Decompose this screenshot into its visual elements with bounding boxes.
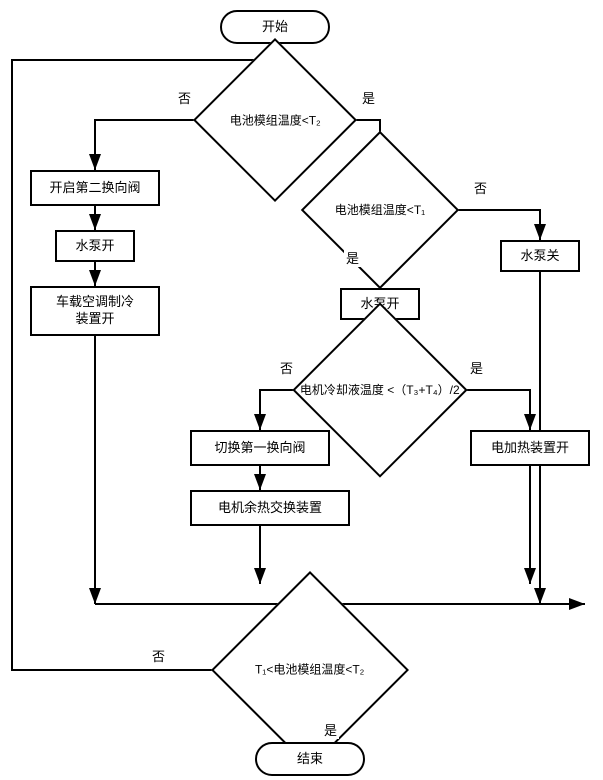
edge-label-5: 是 — [468, 358, 485, 377]
node-p_motorheat: 电机余热交换装置 — [190, 490, 350, 526]
node-d4-label: T₁<电池模组温度<T₂ — [255, 663, 364, 677]
node-p_ac_on-label: 车载空调制冷 装置开 — [56, 294, 134, 328]
edge-label-7: 是 — [322, 720, 339, 739]
node-start-label: 开始 — [262, 19, 288, 36]
node-p_ac_on: 车载空调制冷 装置开 — [30, 286, 160, 336]
node-p_switch1: 切换第一换向阀 — [190, 430, 330, 466]
node-p_switch1-label: 切换第一换向阀 — [214, 440, 305, 457]
node-d3-label: 电机冷却液温度 <（T₃+T₄）/2 — [300, 383, 460, 397]
node-p_open2valve-label: 开启第二换向阀 — [49, 180, 140, 197]
node-p_eheat_on-label: 电加热装置开 — [491, 440, 569, 457]
node-end-label: 结束 — [297, 751, 323, 768]
node-p_pump_off: 水泵关 — [500, 240, 580, 272]
node-p_pump_on_l: 水泵开 — [55, 230, 135, 262]
edge-label-4: 否 — [278, 358, 295, 377]
node-d1-label: 电池模组温度<T₂ — [230, 113, 321, 127]
node-p_motorheat-label: 电机余热交换装置 — [218, 500, 322, 517]
edge-label-3: 否 — [472, 178, 489, 197]
node-p_pump_off-label: 水泵关 — [520, 248, 559, 265]
edge-label-2: 是 — [344, 248, 361, 267]
node-d2: 电池模组温度<T₁ — [301, 131, 459, 289]
edge-label-1: 是 — [360, 88, 377, 107]
node-p_eheat_on: 电加热装置开 — [470, 430, 590, 466]
node-end: 结束 — [255, 742, 365, 776]
edge-label-0: 否 — [176, 88, 193, 107]
node-p_pump_on_l-label: 水泵开 — [75, 238, 114, 255]
node-d4: T₁<电池模组温度<T₂ — [211, 571, 409, 769]
node-p_open2valve: 开启第二换向阀 — [30, 170, 160, 206]
edge-label-6: 否 — [150, 646, 167, 665]
node-d2-label: 电池模组温度<T₁ — [335, 203, 425, 217]
